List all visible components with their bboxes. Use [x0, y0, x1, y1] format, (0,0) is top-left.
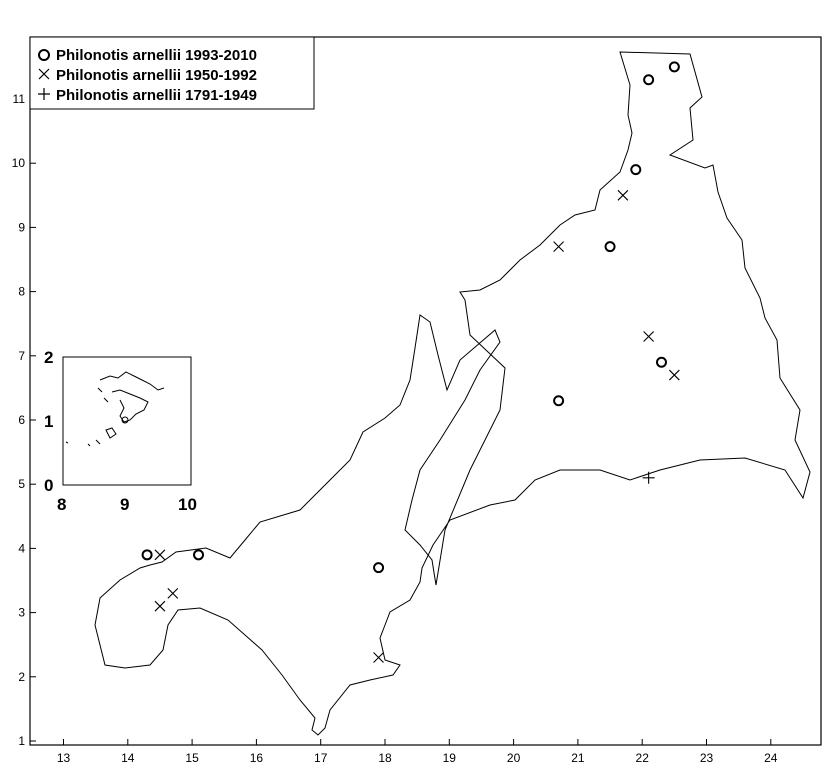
circle-marker — [668, 61, 680, 73]
legend-label-1950-1992: Philonotis arnellii 1950-1992 — [56, 67, 257, 84]
x-tick-label: 16 — [250, 751, 264, 765]
x-marker — [373, 652, 384, 663]
circle-marker — [643, 74, 655, 86]
y-tick-label: 5 — [18, 477, 25, 491]
x-marker — [167, 587, 179, 599]
x-tick-label: 14 — [121, 751, 135, 765]
inset-xtick-10: 10 — [178, 495, 197, 514]
inset-ytick-2: 2 — [44, 348, 53, 367]
y-tick-label: 7 — [18, 349, 25, 363]
x-tick-label: 18 — [378, 751, 392, 765]
legend-label-1993-2010: Philonotis arnellii 1993-2010 — [56, 47, 257, 64]
x-marker — [154, 549, 166, 561]
circle-marker — [604, 241, 616, 253]
inset-xtick-9: 9 — [120, 495, 129, 514]
y-tick-label: 2 — [18, 670, 25, 684]
x-tick-label: 20 — [507, 751, 521, 765]
data-markers — [141, 61, 680, 663]
legend-label-1791-1949: Philonotis arnellii 1791-1949 — [56, 87, 257, 104]
y-tick-label: 3 — [18, 606, 25, 620]
x-marker — [668, 369, 680, 381]
x-marker — [643, 331, 655, 342]
x-tick-label: 19 — [443, 751, 457, 765]
y-tick-label: 4 — [18, 541, 25, 555]
circle-marker — [553, 395, 565, 407]
x-marker — [154, 600, 166, 612]
circle-marker — [193, 549, 205, 561]
inset-ytick-1: 1 — [44, 412, 53, 431]
coastline-outline — [94, 51, 811, 736]
y-tick-label: 1 — [18, 734, 25, 748]
circle-marker — [630, 164, 642, 176]
circle-marker — [373, 562, 385, 574]
inset-small-island — [121, 416, 129, 424]
x-marker — [617, 189, 629, 201]
y-tick-label: 10 — [12, 156, 26, 170]
x-tick-label: 17 — [314, 751, 328, 765]
legend-x-marker — [38, 68, 50, 80]
plot-frame — [29, 36, 822, 746]
x-tick-label: 21 — [571, 751, 585, 765]
legend-box — [29, 36, 315, 110]
legend-plus-marker — [38, 88, 50, 100]
inset-xtick-8: 8 — [57, 495, 66, 514]
legend: Philonotis arnellii 1993-2010 Philonotis… — [29, 36, 315, 110]
y-tick-label: 8 — [18, 285, 25, 299]
inset-islands — [65, 371, 165, 447]
x-tick-label: 24 — [764, 751, 778, 765]
x-tick-label: 22 — [636, 751, 650, 765]
circle-marker — [655, 356, 667, 368]
y-axis: 1 2 3 4 5 6 7 8 9 10 11 — [12, 92, 36, 748]
y-tick-label: 6 — [18, 413, 25, 427]
inset-map: 2 1 0 8 9 10 — [44, 348, 197, 514]
inset-ytick-0: 0 — [44, 476, 53, 495]
x-marker — [553, 241, 564, 253]
x-tick-label: 23 — [700, 751, 714, 765]
y-tick-label: 9 — [18, 220, 25, 234]
x-tick-label: 13 — [57, 751, 71, 765]
plus-marker — [642, 471, 655, 484]
y-tick-label: 11 — [13, 92, 26, 106]
x-tick-label: 15 — [185, 751, 199, 765]
circle-marker — [141, 549, 153, 561]
legend-circle-marker — [38, 49, 50, 61]
x-axis: 13 14 15 16 17 18 19 20 21 22 23 24 — [57, 739, 778, 765]
